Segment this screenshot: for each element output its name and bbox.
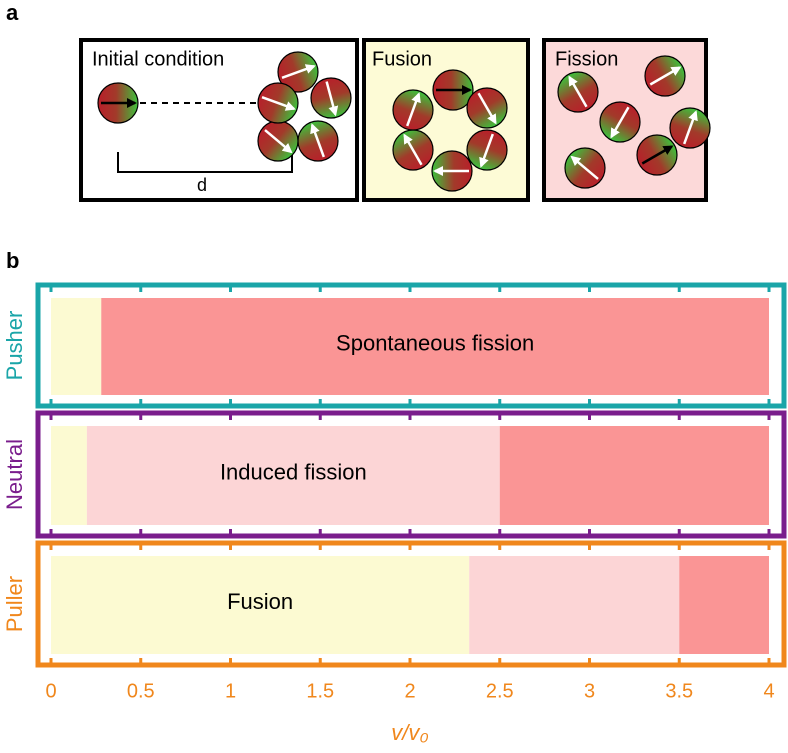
panel-label: a (6, 0, 19, 25)
swimmer-arrow (403, 133, 423, 166)
swimmer-arrow (649, 66, 682, 86)
panel-label: b (6, 248, 19, 273)
swimmer-arrow (641, 145, 674, 165)
segment-label: Spontaneous fission (336, 330, 534, 355)
segment-label: Fusion (227, 589, 293, 614)
x-axis-label: v/v₀ (391, 720, 428, 745)
bar-segment (51, 298, 102, 395)
x-tick-label: 2.5 (486, 680, 514, 702)
x-tick-label: 2 (404, 680, 415, 702)
swimmer-arrow (261, 96, 296, 111)
panel-title: Fission (555, 48, 618, 70)
bar-segment (679, 556, 769, 654)
x-tick-label: 3.5 (665, 680, 693, 702)
swimmer-arrow (479, 133, 494, 168)
bar-segment (101, 298, 769, 395)
swimmer-arrow (281, 64, 316, 79)
swimmer-arrow (683, 110, 698, 145)
x-tick-label: 0 (45, 680, 56, 702)
x-tick-label: 0.5 (127, 680, 155, 702)
panel-title: Initial condition (92, 48, 224, 70)
swimmers (97, 51, 711, 192)
row-label: Puller (2, 576, 27, 632)
bar-segment (51, 426, 87, 525)
bar-segment (469, 556, 680, 654)
x-tick-label: 3 (584, 680, 595, 702)
bar-segment (51, 556, 470, 654)
bar-segment (86, 426, 500, 525)
swimmer-arrow (477, 92, 497, 125)
x-tick-label: 1 (225, 680, 236, 702)
segment-label: Induced fission (220, 459, 367, 484)
swimmer-arrow (310, 123, 325, 158)
x-tick-label: 1.5 (306, 680, 334, 702)
x-tick-label: 4 (763, 680, 774, 702)
distance-bracket (117, 152, 293, 173)
swimmer-arrow (264, 129, 293, 154)
swimmer-arrow (570, 155, 599, 180)
distance-label: d (197, 175, 207, 195)
bar-segment (499, 426, 769, 525)
row-label: Neutral (2, 439, 27, 510)
swimmer-arrow (610, 106, 630, 139)
row-label: Pusher (2, 311, 27, 381)
swimmer-arrow (325, 81, 339, 117)
panel-title: Fusion (372, 48, 432, 70)
swimmer-arrow (406, 92, 421, 127)
swimmer-arrow (568, 75, 588, 108)
